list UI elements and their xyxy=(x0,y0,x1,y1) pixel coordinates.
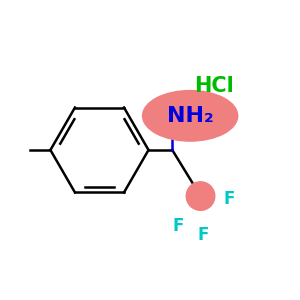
Text: NH₂: NH₂ xyxy=(167,106,214,126)
Text: F: F xyxy=(172,217,184,235)
Text: HCl: HCl xyxy=(194,76,234,96)
Text: F: F xyxy=(198,226,209,244)
Ellipse shape xyxy=(142,91,238,141)
Circle shape xyxy=(186,182,215,210)
Text: F: F xyxy=(223,190,235,208)
